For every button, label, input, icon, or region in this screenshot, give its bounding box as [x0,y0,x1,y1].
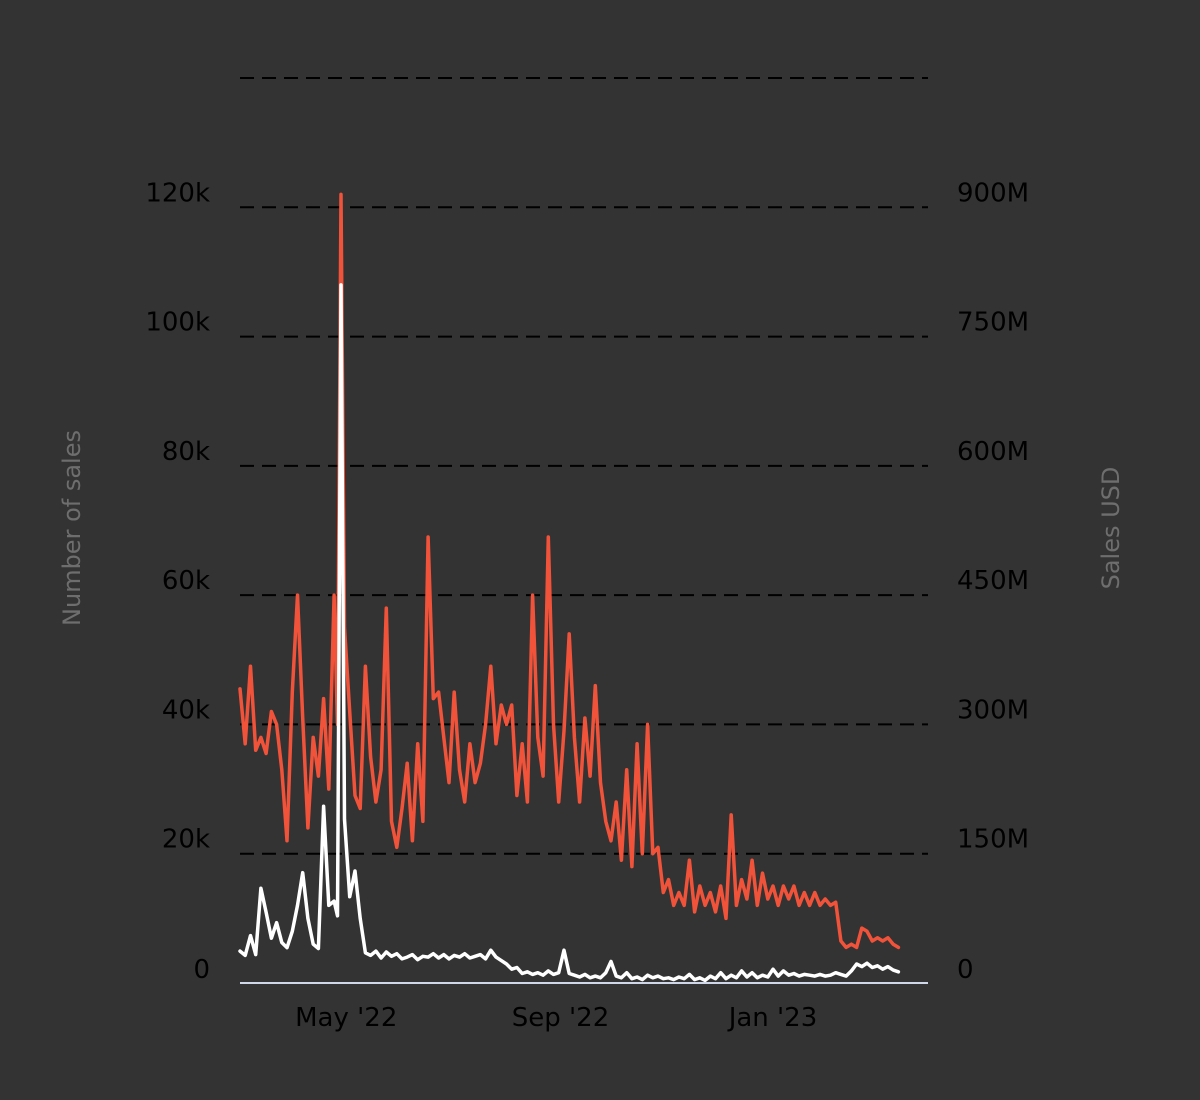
left-y-axis-ticks: 0 20k 40k 60k 80k 100k 120k [145,178,210,985]
right-tick-label: 600M [957,437,1029,467]
gridlines [240,77,928,855]
right-tick-label: 450M [957,566,1029,596]
right-y-axis-ticks: 0 150M 300M 450M 600M 750M 900M [957,178,1029,985]
left-tick-label: 100k [145,308,210,338]
left-tick-label: 0 [193,955,210,985]
sales-usd-line [238,283,901,983]
right-tick-label: 750M [957,308,1029,338]
left-axis-title: Number of sales [58,430,86,626]
series-lines [238,192,901,983]
right-tick-label: 300M [957,695,1029,725]
left-tick-label: 20k [162,825,210,855]
left-tick-label: 40k [162,695,210,725]
sales-count-line [238,192,901,950]
left-tick-label: 60k [162,566,210,596]
left-tick-label: 80k [162,437,210,467]
x-axis-ticks: May '22 Sep '22 Jan '23 [295,1003,817,1033]
left-tick-label: 120k [145,178,210,208]
right-tick-label: 900M [957,178,1029,208]
x-tick-label: Sep '22 [512,1003,610,1033]
right-tick-label: 150M [957,825,1029,855]
x-tick-label: May '22 [295,1003,397,1033]
right-axis-title: Sales USD [1097,467,1125,590]
right-tick-label: 0 [957,955,974,985]
x-tick-label: Jan '23 [727,1003,818,1033]
